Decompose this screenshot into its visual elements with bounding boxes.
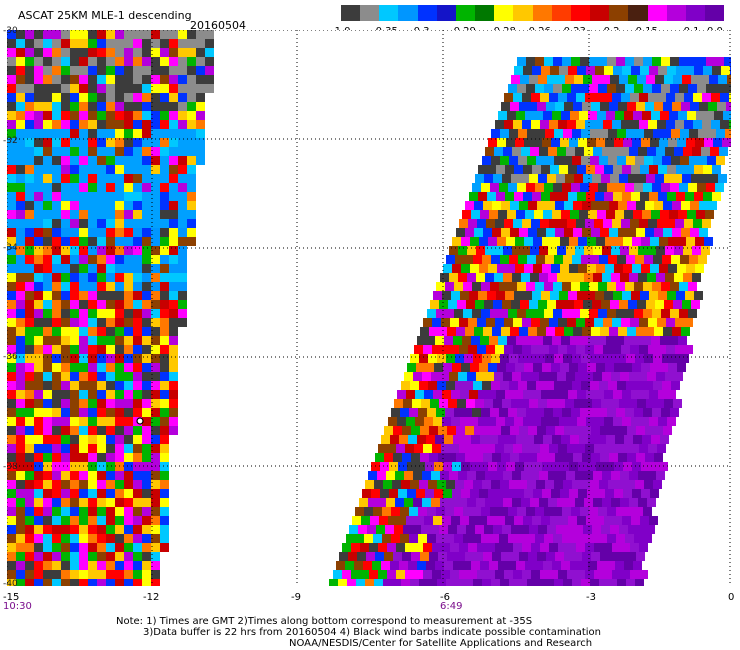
note-line-1: Note: 1) Times are GMT 2)Times along bot… (116, 616, 533, 627)
lon-label-15: -15 (3, 592, 20, 603)
lon-label-12: -12 (143, 592, 160, 603)
lon-label-3: -3 (586, 592, 596, 603)
colorbar-segment-19 (704, 5, 725, 21)
colorbar-segment-7 (475, 5, 495, 21)
colorbar-segment-9 (513, 5, 533, 21)
station-marker-icon (136, 417, 144, 425)
colorbar-segment-3 (398, 5, 418, 21)
time-label-right: 6:49 (440, 601, 463, 612)
time-label-left: 10:30 (3, 601, 32, 612)
map-date: 20160504 (190, 19, 246, 32)
lon-label-6: -6 (440, 592, 450, 603)
swath-pixels (7, 30, 731, 586)
colorbar-segment-12 (570, 5, 591, 21)
colorbar-segment-10 (532, 5, 552, 21)
colorbar-segment-5 (436, 5, 456, 21)
colorbar-segment-4 (417, 5, 437, 21)
colorbar-segment-8 (494, 5, 514, 21)
colorbar (341, 5, 725, 21)
colorbar-segment-11 (551, 5, 571, 21)
lat-label-40: -40 (3, 579, 18, 589)
colorbar-segment-0 (341, 5, 361, 21)
swath-map-svg (7, 30, 731, 586)
colorbar-segment-17 (666, 5, 686, 21)
colorbar-segment-16 (647, 5, 667, 21)
colorbar-segment-6 (455, 5, 476, 21)
lat-label-30: -30 (3, 26, 18, 36)
colorbar-segment-13 (590, 5, 610, 21)
swath-map (7, 30, 731, 586)
note-line-2: 3)Data buffer is 22 hrs from 20160504 4)… (143, 627, 601, 638)
note-line-3: NOAA/NESDIS/Center for Satellite Applica… (289, 638, 593, 649)
lon-label-0: 0 (728, 592, 735, 603)
lat-label-34: -34 (3, 243, 18, 253)
lat-label-32: -32 (3, 136, 18, 146)
colorbar-segment-2 (379, 5, 399, 21)
lat-label-36: -36 (3, 352, 18, 362)
graticule (7, 30, 731, 586)
map-title: ASCAT 25KM MLE-1 descending (18, 9, 192, 22)
colorbar-segment-1 (360, 5, 380, 21)
lon-label-9: -9 (291, 592, 301, 603)
colorbar-segment-18 (685, 5, 705, 21)
colorbar-segment-15 (628, 5, 648, 21)
colorbar-segment-14 (609, 5, 629, 21)
lat-label-38: -38 (3, 462, 18, 472)
